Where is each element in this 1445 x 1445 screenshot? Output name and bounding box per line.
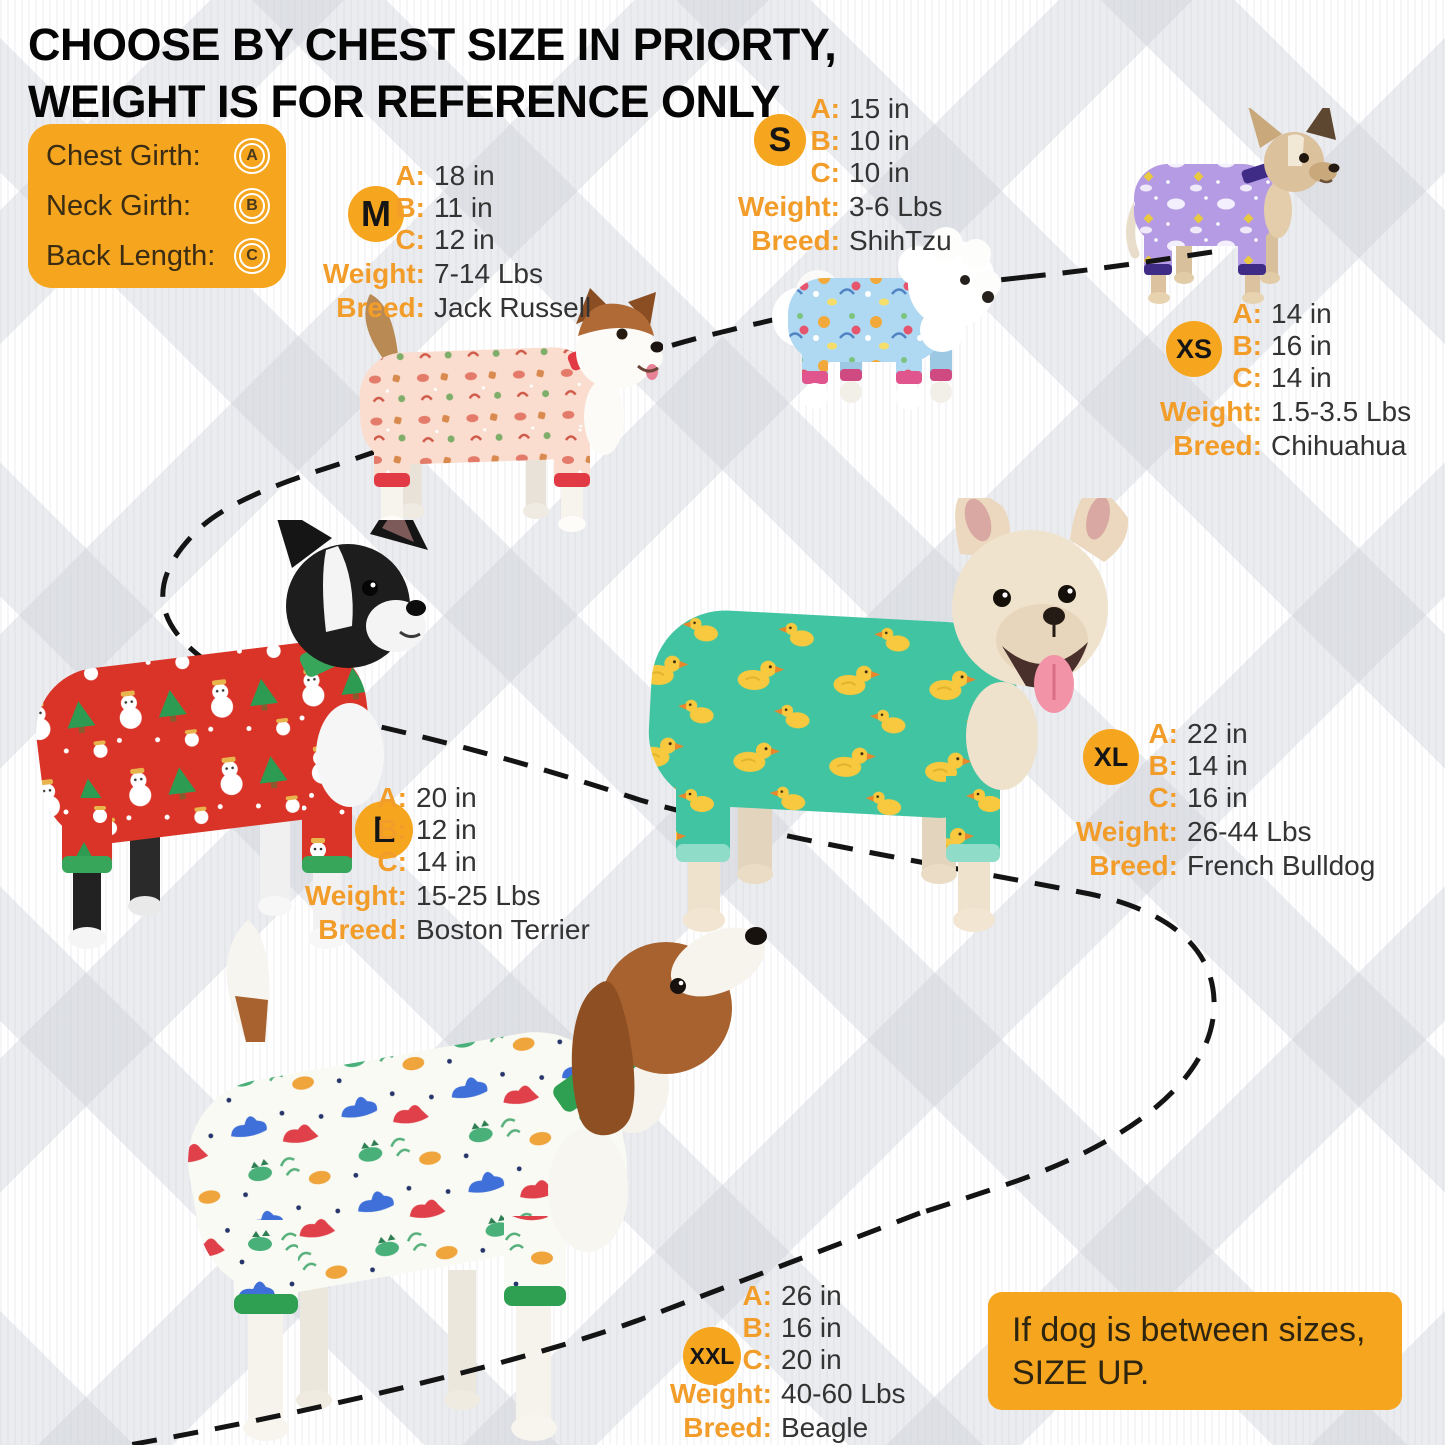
size-block-l: A: 20 in B: 12 in C: 14 in Weight: 15-25 Lbs… xyxy=(257,782,590,946)
breed-row: Breed: Chihuahua xyxy=(1173,430,1407,461)
circled-b-icon: B xyxy=(234,188,270,224)
dog-boston-terrier-illustration xyxy=(36,520,428,949)
measurement-row: B: 10 in xyxy=(810,125,910,156)
legend-row-back: Back Length: C xyxy=(46,238,270,274)
measurement-row: B: 16 in xyxy=(742,1312,842,1343)
breed-row: Breed: Jack Russell xyxy=(336,292,592,323)
page-title-line1: CHOOSE BY CHEST SIZE IN PRIORTY, xyxy=(28,19,837,70)
legend-row-neck: Neck Girth: B xyxy=(46,188,270,224)
measurement-row: B: 14 in xyxy=(1148,750,1248,781)
circled-c-icon: C xyxy=(234,238,270,274)
measurement-legend: Chest Girth: A Neck Girth: B Back Length… xyxy=(28,124,286,288)
size-badge-l: L xyxy=(355,801,413,859)
measurement-row: B: 12 in xyxy=(377,814,477,845)
page-title: CHOOSE BY CHEST SIZE IN PRIORTY, WEIGHT … xyxy=(28,16,837,130)
weight-row: Weight: 7-14 Lbs xyxy=(322,258,543,289)
measurement-row: C: 14 in xyxy=(1232,362,1332,393)
measurement-row: A: 26 in xyxy=(742,1280,842,1311)
measurement-row: C: 10 in xyxy=(810,157,910,188)
measurement-row: C: 14 in xyxy=(377,846,477,877)
measurement-row: C: 16 in xyxy=(1148,782,1248,813)
size-block-s: A: 15 in B: 10 in C: 10 in Weight: 3-6 Lbs B… xyxy=(690,93,952,257)
weight-row: Weight: 26-44 Lbs xyxy=(1075,816,1312,847)
measurement-row: A: 14 in xyxy=(1232,298,1332,329)
size-badge-xxl: XXL xyxy=(683,1327,741,1385)
size-badge-xl: XL xyxy=(1083,729,1139,785)
size-badge-s: S xyxy=(754,114,806,166)
breed-row: Breed: Beagle xyxy=(683,1412,869,1443)
size-up-note: If dog is between sizes, SIZE UP. xyxy=(988,1292,1402,1410)
circled-a-icon: A xyxy=(234,138,270,174)
measurement-row: A: 22 in xyxy=(1148,718,1248,749)
weight-row: Weight: 40-60 Lbs xyxy=(669,1378,906,1409)
size-block-xs: A: 14 in B: 16 in C: 14 in Weight: 1.5-3.5 L… xyxy=(1112,298,1411,462)
legend-row-chest: Chest Girth: A xyxy=(46,138,270,174)
size-up-note-line1: If dog is between sizes, xyxy=(1012,1311,1366,1349)
weight-row: Weight: 1.5-3.5 Lbs xyxy=(1159,396,1412,427)
legend-label-neck: Neck Girth: xyxy=(46,189,192,222)
measurement-row: A: 15 in xyxy=(810,93,910,124)
size-up-note-line2: SIZE UP. xyxy=(1012,1354,1150,1392)
measurement-row: C: 20 in xyxy=(742,1344,842,1375)
legend-label-back: Back Length: xyxy=(46,239,216,272)
measurement-row: B: 16 in xyxy=(1232,330,1332,361)
breed-row: Breed: French Bulldog xyxy=(1089,850,1376,881)
page-title-line2: WEIGHT IS FOR REFERENCE ONLY xyxy=(28,76,780,127)
dog-jack-russell-illustration xyxy=(359,288,663,532)
breed-row: Breed: Boston Terrier xyxy=(318,914,590,945)
legend-label-chest: Chest Girth: xyxy=(46,139,201,172)
size-badge-m: M xyxy=(348,186,404,242)
size-block-xl: A: 22 in B: 14 in C: 16 in Weight: 26-44 Lbs… xyxy=(1028,718,1375,882)
size-block-m: A: 18 in B: 11 in C: 12 in Weight: 7-14 Lbs … xyxy=(275,160,591,324)
dog-shihtzu-illustration xyxy=(772,227,1001,410)
measurement-row: B: 11 in xyxy=(395,192,493,223)
dog-french-bulldog-illustration xyxy=(648,498,1129,932)
size-badge-xs: XS xyxy=(1166,321,1222,377)
size-block-xxl: A: 26 in B: 16 in C: 20 in Weight: 40-60 Lbs… xyxy=(622,1280,906,1444)
weight-row: Weight: 15-25 Lbs xyxy=(304,880,541,911)
measurement-row: A: 18 in xyxy=(395,160,495,191)
dog-beagle-illustration xyxy=(188,920,767,1441)
dog-chihuahua-illustration xyxy=(1126,108,1340,304)
measurement-row: A: 20 in xyxy=(377,782,477,813)
weight-row: Weight: 3-6 Lbs xyxy=(737,191,943,222)
measurement-row: C: 12 in xyxy=(395,224,495,255)
breed-row: Breed: ShihTzu xyxy=(751,225,952,256)
